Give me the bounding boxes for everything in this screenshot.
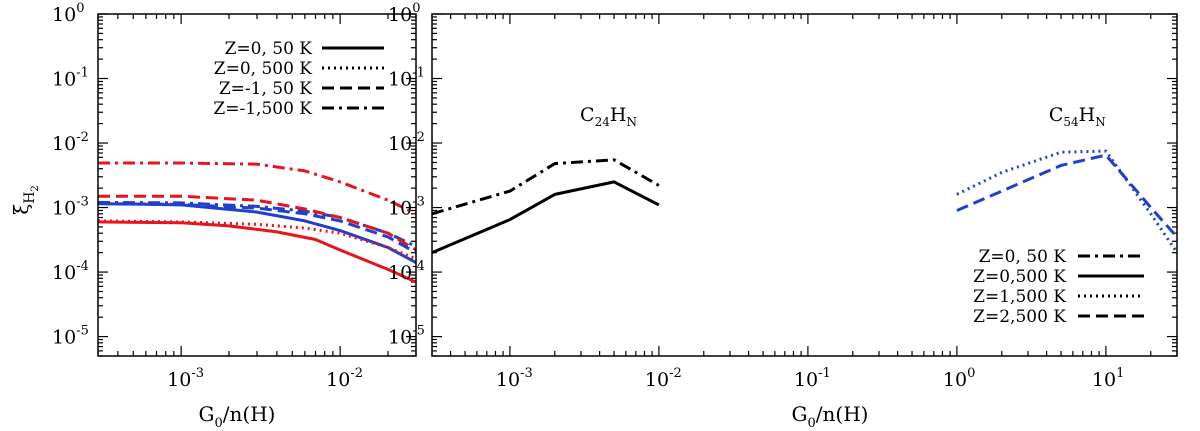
plot-frame — [431, 13, 1178, 357]
x-tick-exponent: -2 — [669, 366, 682, 381]
y-tick-exponent: -5 — [412, 324, 425, 339]
y-tick-exponent: -1 — [412, 66, 425, 81]
x-tick-exponent: 1 — [1116, 366, 1124, 381]
y-tick-exponent: -4 — [76, 259, 89, 274]
plot-frame — [97, 13, 417, 357]
series-line — [98, 161, 416, 216]
legend-label: Z=-1, 50 K — [219, 79, 312, 99]
y-tick-label: 10-1 — [388, 66, 425, 91]
legend-label: Z=2,500 K — [973, 307, 1066, 327]
legend-label: Z=0, 50 K — [225, 39, 313, 59]
x-tick-exponent: -3 — [520, 366, 533, 381]
x-tick-exponent: -2 — [350, 366, 363, 381]
x-tick-exponent: -3 — [191, 366, 204, 381]
y-tick-exponent: -3 — [76, 195, 89, 210]
legend-label: Z=1,500 K — [973, 287, 1066, 307]
x-tick-exponent: 0 — [967, 366, 975, 381]
y-tick-label: 10-3 — [388, 195, 425, 220]
legend-label: Z=0,500 K — [973, 267, 1066, 287]
molecule-label-sub: N — [1095, 115, 1106, 129]
y-tick-label: 100 — [52, 1, 84, 26]
y-tick-exponent: -4 — [412, 259, 425, 274]
series-line — [432, 180, 660, 254]
y-tick-exponent: -2 — [76, 130, 89, 145]
series-line — [956, 153, 1177, 238]
y-tick-exponent: -1 — [76, 66, 89, 81]
molecule-label-sub: N — [626, 115, 637, 129]
series-line — [98, 220, 416, 284]
y-tick-exponent: -5 — [76, 324, 89, 339]
y-tick-exponent: 0 — [76, 1, 84, 16]
molecule-label-mid: H — [610, 104, 627, 126]
y-tick-exponent: -3 — [412, 195, 425, 210]
x-axis-label-left: G0/n(H) — [199, 402, 276, 431]
molecule-label-mid: H — [1079, 104, 1096, 126]
y-tick-exponent: 0 — [412, 1, 420, 16]
y-tick-exponent: -2 — [412, 130, 425, 145]
series-line — [98, 194, 416, 252]
y-tick-label: 10-5 — [52, 324, 89, 349]
legend-label: Z=-1,500 K — [213, 99, 312, 119]
y-tick-label: 10-3 — [52, 195, 89, 220]
molecule-label-sub: 54 — [1063, 115, 1079, 129]
series-line — [432, 158, 660, 216]
y-tick-label: 10-2 — [388, 130, 425, 155]
x-tick-exponent: -1 — [818, 366, 831, 381]
legend-label: Z=0, 50 K — [979, 247, 1067, 267]
series-line — [98, 202, 416, 264]
legend-label: Z=0, 500 K — [214, 59, 313, 79]
molecule-label-sub: 24 — [595, 115, 611, 129]
